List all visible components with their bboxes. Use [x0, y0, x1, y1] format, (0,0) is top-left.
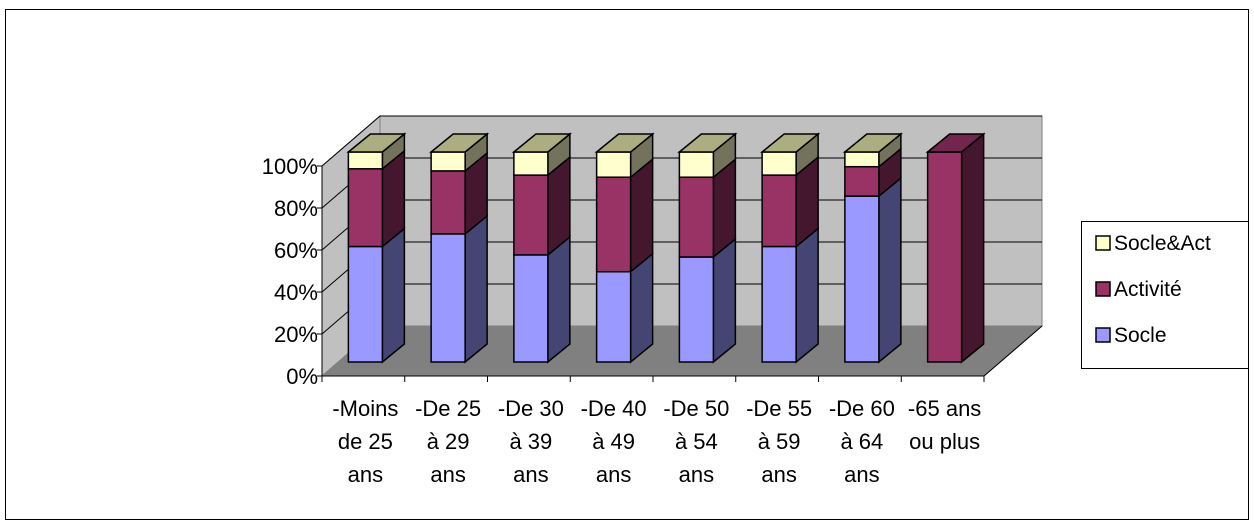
bar-top [925, 133, 986, 153]
y-tick-label: 0% [286, 364, 318, 389]
bar-socle [678, 256, 715, 363]
bar-activit- [347, 168, 384, 248]
bar-socle-side [712, 237, 737, 364]
legend-label: Activité [1114, 278, 1182, 301]
bar-socle [430, 233, 466, 363]
bar-top [346, 133, 407, 153]
bar-stack [346, 132, 407, 364]
x-tick-label: à 54 [675, 429, 718, 454]
bar-socle [595, 270, 632, 363]
bar-activit- [430, 170, 466, 235]
bar-stack [925, 132, 986, 364]
x-tick-label: ans [761, 462, 796, 487]
y-tick-label: 100% [262, 154, 318, 179]
bar-socle-act [430, 151, 466, 172]
floor-edge [983, 325, 1043, 377]
bar-stack [429, 132, 490, 364]
x-tick-label: ans [348, 462, 383, 487]
bar-socle-act [595, 151, 632, 178]
x-tick-label: à 29 [427, 429, 470, 454]
x-tick-label: ou plus [909, 429, 980, 454]
x-tick-label: -De 40 [581, 396, 647, 421]
bar-stack [677, 132, 738, 364]
bar-socle-act [678, 151, 715, 178]
bar-activit- [595, 176, 632, 273]
bar-top [677, 133, 738, 153]
x-tick-label: -De 30 [498, 396, 564, 421]
bar-socle-side [464, 214, 488, 364]
bar-activit- [761, 174, 797, 248]
bar-activit- [513, 174, 549, 256]
bar-top [842, 133, 903, 153]
bar-socle [761, 245, 797, 363]
bar-socle-side [381, 226, 406, 364]
x-tick-label: -De 60 [829, 396, 895, 421]
x-tick-label: -De 55 [746, 396, 812, 421]
legend-label: Socle [1114, 324, 1167, 347]
x-tick-label: ans [596, 462, 631, 487]
x-tick-label: ans [679, 462, 714, 487]
x-tick-label: -De 50 [663, 396, 729, 421]
bar-socle-act [844, 151, 880, 168]
bar-activit--side [960, 132, 985, 364]
x-tick-label: ans [844, 462, 879, 487]
x-tick-label: de 25 [338, 429, 393, 454]
x-tick-label: à 59 [758, 429, 801, 454]
y-tick-label: 80% [274, 196, 318, 221]
legend-swatch [1095, 235, 1111, 251]
bar-activit- [844, 165, 880, 197]
x-tick-label: -65 ans [908, 396, 981, 421]
legend-swatch [1095, 327, 1111, 343]
bar-top [511, 133, 572, 153]
gridline [321, 115, 1042, 167]
bar-socle-act [761, 151, 797, 176]
x-tick-label: à 49 [592, 429, 635, 454]
bar-top [594, 133, 655, 153]
bar-activit- [926, 151, 963, 363]
x-tick-label: ans [430, 462, 465, 487]
x-tick-label: à 64 [840, 429, 883, 454]
bar-socle [513, 254, 549, 363]
bar-top [429, 133, 490, 153]
bar-activit--side [629, 157, 654, 274]
legend: Socle&Act Activité Socle [1081, 221, 1249, 369]
bar-socle-act [347, 151, 384, 170]
y-tick-label: 20% [274, 322, 318, 347]
bar-activit- [678, 176, 715, 258]
bar-stack [511, 132, 572, 364]
bar-socle-side [795, 226, 819, 364]
bar-stack [594, 132, 655, 364]
x-tick-label: -De 25 [415, 396, 481, 421]
x-tick-label: -Moins [332, 396, 398, 421]
bar-stack [842, 132, 903, 364]
bar-socle-side [878, 176, 902, 364]
bar-top [760, 133, 821, 153]
bar-stack [760, 132, 821, 364]
bar-socle-act [513, 151, 549, 176]
bar-socle-side [547, 235, 571, 364]
bar-socle [347, 245, 384, 363]
y-tick-label: 60% [274, 238, 318, 263]
x-tick-label: ans [513, 462, 548, 487]
y-tick-label: 40% [274, 280, 318, 305]
x-tick-label: à 39 [509, 429, 552, 454]
bar-socle [844, 195, 880, 363]
legend-label: Socle&Act [1114, 232, 1211, 255]
legend-swatch [1095, 281, 1111, 297]
